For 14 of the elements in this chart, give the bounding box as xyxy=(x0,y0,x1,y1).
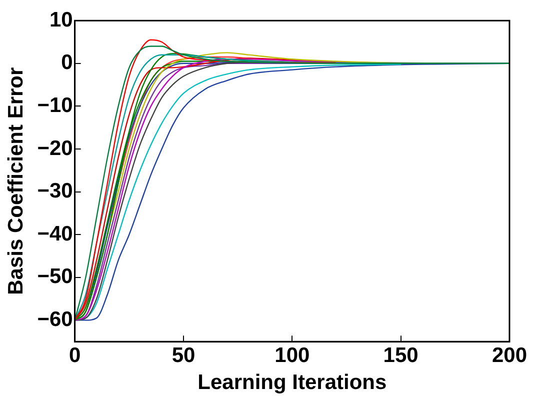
y-tick-label: −30 xyxy=(37,180,73,203)
x-tick-label: 200 xyxy=(492,344,528,367)
y-axis-title: Basis Coefficient Error xyxy=(4,67,28,295)
y-tick-label: −10 xyxy=(37,94,73,117)
x-axis-title: Learning Iterations xyxy=(198,371,387,394)
x-tick-label: 150 xyxy=(383,344,418,367)
y-tick-label: 10 xyxy=(49,8,73,32)
x-tick-label: 50 xyxy=(172,344,196,367)
y-tick-label: 0 xyxy=(61,51,73,74)
y-tick-label: −20 xyxy=(37,136,73,160)
y-tick-label: −50 xyxy=(37,265,73,288)
y-tick-label: −60 xyxy=(37,308,73,331)
y-tick-label: −40 xyxy=(37,222,73,246)
x-tick-label: 100 xyxy=(274,344,310,367)
